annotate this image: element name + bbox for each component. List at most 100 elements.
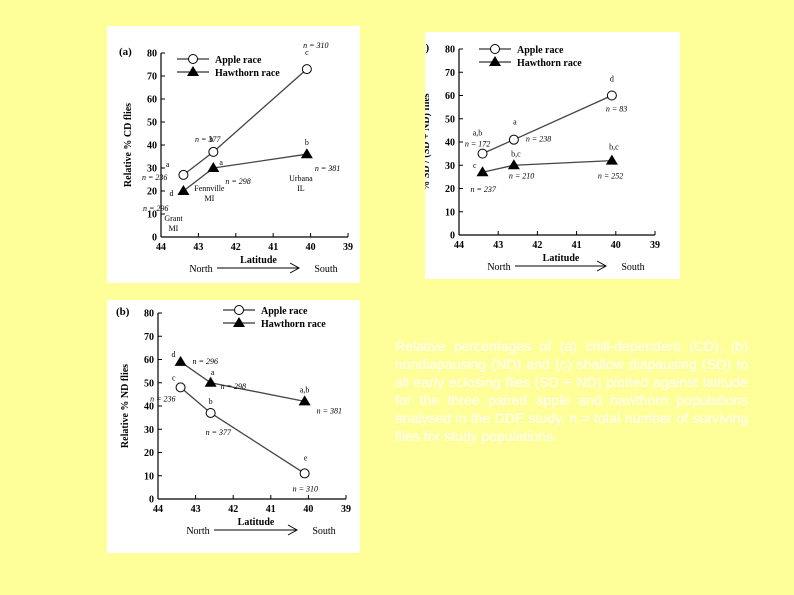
figure-caption: Relative percentages of (a) chill-depend… (395, 338, 748, 444)
chart-panel-c: (c) 0 10 20 30 40 50 60 70 80 44 43 42 41 40 39 % SD / (… (425, 32, 680, 279)
series-line-apple (183, 68, 308, 176)
y-tick-label: 30 (144, 425, 154, 436)
x-tick-label: 41 (266, 504, 276, 515)
y-tick-label: 70 (445, 68, 455, 79)
y-tick-label: 60 (445, 91, 455, 102)
x-tick-label: 40 (611, 240, 621, 251)
sample-size-label: n = 377 (206, 428, 232, 437)
x-tick-label: 40 (303, 504, 313, 515)
legend-label: Hawthorn race (215, 68, 280, 79)
legend-marker-apple (234, 305, 244, 315)
significance-letter: d (172, 350, 176, 359)
y-tick-label: 50 (147, 118, 157, 129)
y-tick-label: 60 (147, 95, 157, 106)
legend-marker-apple (490, 44, 500, 54)
y-axis-label: Relative % CD flies (123, 103, 134, 187)
chart-panel-a: (a) 0 10 20 30 40 50 60 70 80 44 43 42 41 40 39 Relative… (107, 26, 360, 283)
data-point-hawthorn (174, 355, 187, 366)
data-point-hawthorn (207, 162, 220, 172)
data-point-hawthorn (298, 395, 311, 406)
site-label: Fennville (194, 184, 225, 193)
series-line-apple (482, 94, 613, 155)
direction-north-label: North (186, 526, 209, 537)
legend-marker-hawthorn (187, 66, 199, 76)
direction-south-label: South (312, 526, 335, 537)
chart-panel-b: (b) 0 10 20 30 40 50 60 70 80 44 43 42 41 40 39 Relative… (107, 300, 360, 553)
series-line-hawthorn (482, 159, 612, 173)
sample-size-label: n = 252 (598, 172, 623, 181)
y-tick-label: 20 (144, 448, 154, 459)
sample-size-label: n = 236 (142, 173, 167, 182)
y-tick-label: 10 (144, 471, 154, 482)
x-tick-label: 40 (306, 242, 316, 253)
data-point-apple (178, 169, 189, 180)
legend-label: Hawthorn race (261, 319, 326, 330)
y-tick-label: 10 (147, 210, 157, 221)
x-axis-label: Latitude (238, 517, 275, 528)
sample-size-label: n = 298 (221, 382, 246, 391)
site-label: Urbana (289, 174, 313, 183)
significance-letter: c (305, 48, 309, 57)
y-tick-label: 30 (445, 161, 455, 172)
y-axis-label: % SD / (SD + ND) flies (425, 93, 432, 190)
x-tick-label: 44 (454, 240, 464, 251)
direction-south-label: South (314, 264, 337, 275)
significance-letter: a,b (473, 129, 483, 138)
significance-letter: d (610, 75, 614, 84)
significance-letter: a (219, 158, 223, 167)
panel-label: (b) (116, 306, 130, 318)
y-tick-label: 20 (445, 184, 455, 195)
x-tick-label: 43 (191, 504, 201, 515)
sample-size-label: n = 296 (143, 204, 168, 213)
panel-label: (a) (119, 46, 132, 58)
legend-marker-hawthorn (233, 317, 245, 327)
y-tick-label: 40 (147, 141, 157, 152)
y-tick-label: 60 (144, 355, 154, 366)
chart-c-svg: (c) 0 10 20 30 40 50 60 70 80 44 43 42 41 40 39 % SD / (… (425, 42, 660, 273)
data-point-apple (606, 90, 617, 101)
significance-letter: b (305, 138, 309, 147)
x-tick-label: 42 (231, 242, 241, 253)
sample-size-label: n = 377 (195, 135, 221, 144)
significance-letter: a (166, 160, 170, 169)
legend-marker-apple (188, 54, 198, 64)
y-tick-label: 40 (144, 402, 154, 413)
x-axis-label: Latitude (543, 253, 580, 264)
site-label: Grant (164, 214, 183, 223)
y-axis-label: Relative % ND flies (120, 364, 131, 448)
chart-b-svg: (b) 0 10 20 30 40 50 60 70 80 44 43 42 41 40 39 Relative… (116, 305, 351, 537)
sample-size-label: n = 236 (150, 394, 175, 403)
y-tick-label: 50 (144, 378, 154, 389)
legend-label: Hawthorn race (517, 58, 582, 69)
data-point-hawthorn (476, 166, 489, 177)
y-tick-label: 0 (152, 233, 157, 244)
sample-size-label: n = 296 (193, 357, 218, 366)
data-point-hawthorn (300, 148, 313, 159)
direction-north-label: North (487, 262, 510, 273)
sample-size-label: n = 238 (526, 135, 551, 144)
sample-size-label: n = 381 (317, 406, 342, 415)
data-point-apple (477, 148, 488, 159)
significance-letter: b (209, 135, 213, 144)
data-point-hawthorn (204, 376, 217, 387)
data-point-hawthorn (177, 185, 190, 195)
x-tick-label: 44 (156, 242, 166, 253)
x-axis-label: Latitude (240, 255, 277, 266)
sample-size-label: n = 310 (303, 41, 328, 50)
site-label: IL (297, 184, 305, 193)
y-tick-label: 0 (149, 495, 154, 506)
data-point-apple (208, 146, 219, 157)
data-point-hawthorn (507, 159, 520, 170)
direction-arrow-head (289, 262, 301, 274)
legend-label: Apple race (215, 55, 262, 66)
x-tick-label: 42 (532, 240, 542, 251)
x-tick-label: 41 (268, 242, 278, 253)
x-tick-label: 39 (650, 240, 660, 251)
significance-letter: d (169, 189, 173, 198)
data-point-apple (508, 134, 519, 145)
y-tick-label: 80 (144, 309, 154, 320)
data-point-apple (301, 64, 312, 75)
legend-label: Apple race (517, 45, 564, 56)
data-point-hawthorn (605, 154, 618, 165)
sample-size-label: n = 210 (509, 171, 534, 180)
